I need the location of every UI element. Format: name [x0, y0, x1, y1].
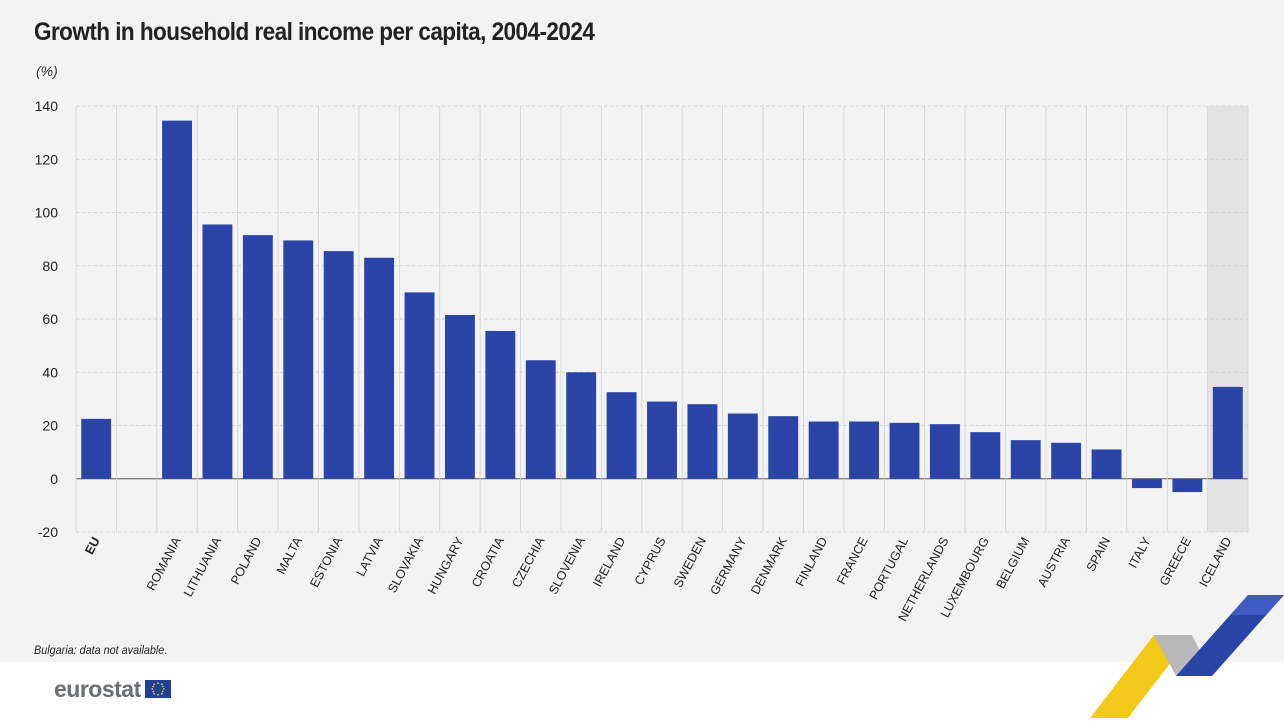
- decorative-swoosh-icon: [1090, 595, 1284, 718]
- bar-portugal: [889, 422, 920, 479]
- bar-poland: [242, 235, 273, 479]
- bar-hungary: [444, 315, 475, 479]
- y-tick-label: 20: [42, 418, 58, 434]
- footnote: Bulgaria: data not available.: [34, 643, 168, 657]
- bar-italy: [1132, 478, 1162, 489]
- bar-cyprus: [647, 401, 677, 479]
- chart-title: Growth in household real income per capi…: [34, 18, 595, 46]
- category-label: MALTA: [274, 534, 305, 576]
- category-label: AUSTRIA: [1035, 534, 1073, 589]
- bar-romania: [162, 120, 192, 479]
- category-label: SLOVAKIA: [385, 534, 426, 595]
- y-tick-label: 40: [42, 364, 58, 380]
- category-label: FRANCE: [834, 535, 870, 587]
- category-label: SPAIN: [1084, 535, 1114, 574]
- bar-estonia: [323, 251, 354, 479]
- bar-slovenia: [566, 372, 597, 479]
- category-label: EU: [82, 535, 103, 557]
- bar-belgium: [1010, 440, 1041, 479]
- category-label: BELGIUM: [994, 535, 1033, 591]
- category-label: ESTONIA: [307, 534, 345, 589]
- category-label: CYPRUS: [632, 535, 669, 588]
- bar-latvia: [364, 257, 395, 479]
- y-tick-label: -20: [38, 524, 58, 540]
- y-tick-label: 60: [42, 311, 58, 327]
- bar-austria: [1051, 442, 1082, 479]
- bar-slovakia: [404, 292, 435, 479]
- y-tick-label: 140: [35, 98, 59, 114]
- category-label: GERMANY: [707, 534, 749, 597]
- bar-czechia: [525, 360, 556, 479]
- bar-greece: [1172, 478, 1203, 493]
- bar-croatia: [485, 330, 516, 479]
- category-label: ROMANIA: [144, 534, 184, 593]
- logo-text: eurostat: [54, 675, 141, 702]
- category-label: LATVIA: [354, 534, 386, 578]
- y-tick-label: 0: [50, 471, 58, 487]
- category-label: DENMARK: [748, 534, 790, 596]
- category-label: PORTUGAL: [867, 535, 912, 602]
- y-tick-label: 100: [35, 205, 59, 221]
- eurostat-logo: eurostat: [54, 676, 171, 702]
- category-label: CZECHIA: [509, 534, 547, 590]
- bar-eu: [81, 418, 112, 479]
- bar-luxembourg: [970, 432, 1001, 479]
- bar-lithuania: [202, 224, 233, 479]
- bar-netherlands: [929, 424, 960, 479]
- bar-france: [849, 421, 880, 479]
- y-tick-label: 80: [42, 258, 58, 274]
- category-label: HUNGARY: [425, 534, 467, 596]
- eu-flag-icon: [144, 680, 171, 698]
- category-label: SWEDEN: [671, 535, 709, 590]
- category-label: POLAND: [228, 535, 264, 587]
- category-label: FINLAND: [793, 535, 830, 589]
- category-label: ICELAND: [1197, 535, 1235, 589]
- bar-spain: [1091, 449, 1122, 479]
- category-label: CROATIA: [469, 534, 507, 589]
- bar-ireland: [606, 392, 637, 479]
- category-label: GREECE: [1157, 535, 1194, 588]
- y-tick-label: 120: [35, 151, 59, 167]
- category-label: ITALY: [1126, 534, 1154, 570]
- bar-denmark: [768, 416, 799, 479]
- category-label: LITHUANIA: [181, 534, 224, 599]
- y-axis-unit: (%): [36, 63, 58, 79]
- bar-iceland: [1212, 386, 1243, 479]
- category-label: SLOVENIA: [546, 534, 588, 596]
- bar-malta: [283, 240, 314, 479]
- category-label: IRELAND: [590, 535, 628, 589]
- bar-germany: [727, 413, 758, 479]
- bar-finland: [808, 421, 839, 479]
- bar-sweden: [687, 404, 718, 479]
